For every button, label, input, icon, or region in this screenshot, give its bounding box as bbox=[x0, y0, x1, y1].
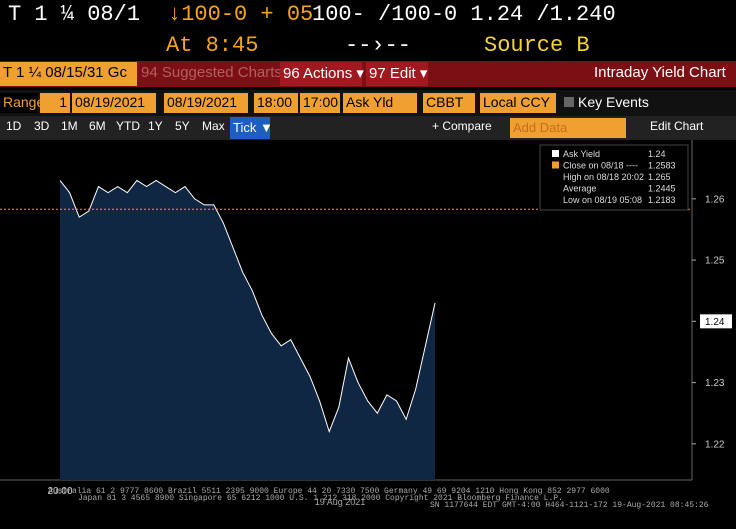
key-events[interactable]: Key Events bbox=[578, 94, 649, 110]
x-date-label: 19 Aug 2021 bbox=[315, 497, 366, 507]
source: Source B bbox=[484, 33, 590, 58]
legend-label: Low on 08/19 05:08 bbox=[563, 195, 642, 205]
period-button[interactable]: YTD bbox=[116, 119, 140, 133]
legend-swatch bbox=[552, 161, 559, 169]
legend-value: 1.2445 bbox=[648, 184, 676, 194]
end-time[interactable]: 17:00 bbox=[300, 93, 340, 113]
period-button[interactable]: 6M bbox=[89, 119, 106, 133]
source-field[interactable]: CBBT bbox=[423, 93, 475, 113]
area bbox=[60, 180, 435, 480]
arrow: --›-- bbox=[345, 33, 412, 58]
period-button[interactable]: 1M bbox=[61, 119, 78, 133]
line bbox=[59, 179, 436, 434]
start-time[interactable]: 18:00 bbox=[254, 93, 298, 113]
legend-label: High on 08/18 20:02 bbox=[563, 172, 644, 182]
legend-box bbox=[539, 144, 689, 211]
add-data-field[interactable]: Add Data bbox=[510, 118, 626, 138]
end-date[interactable]: 08/19/2021 bbox=[164, 93, 248, 113]
period-button[interactable]: Max bbox=[202, 119, 225, 133]
checkbox[interactable] bbox=[564, 97, 574, 107]
range-label: Range bbox=[0, 93, 44, 113]
quote: 100- /100-0 1.24 /1.240 bbox=[312, 2, 616, 27]
suggested-charts[interactable]: 94 Suggested Charts bbox=[141, 64, 282, 81]
y-tick-label: 1.25 bbox=[705, 256, 725, 267]
period-button[interactable]: 3D bbox=[34, 119, 50, 133]
footer-line: Australia 61 2 9777 8600 Brazil 5511 239… bbox=[48, 487, 610, 496]
period-field[interactable]: 1 bbox=[40, 93, 70, 113]
change: ↓100-0 + 05 bbox=[168, 2, 314, 27]
current-value-box bbox=[700, 314, 732, 329]
actions-button[interactable]: 96 Actions ▾ bbox=[280, 62, 364, 86]
start-date[interactable]: 08/19/2021 bbox=[72, 93, 156, 113]
ticker: T 1 ¼ 08/1 bbox=[8, 2, 141, 27]
period-button[interactable]: 1Y bbox=[148, 119, 163, 133]
legend-label: Average bbox=[563, 184, 596, 194]
tick-button[interactable]: Tick ▼ bbox=[230, 117, 273, 139]
legend-value: 1.2583 bbox=[648, 161, 676, 171]
time: At 8:45 bbox=[166, 33, 259, 58]
field-select[interactable]: Ask Yld bbox=[343, 93, 417, 113]
footer-line: SN 1177644 EDT GMT-4:00 H464-1121-172 19… bbox=[430, 501, 709, 510]
legend-label: Close on 08/18 ---- bbox=[563, 161, 638, 171]
legend-label: Ask Yield bbox=[563, 149, 600, 159]
edit-button[interactable]: 97 Edit ▾ bbox=[366, 62, 428, 86]
period-button[interactable]: 5Y bbox=[175, 119, 190, 133]
legend-value: 1.24 bbox=[648, 149, 666, 159]
legend-value: 1.265 bbox=[648, 172, 671, 182]
security-field[interactable]: T 1 ¼ 08/15/31 Gc bbox=[0, 62, 137, 86]
compare-button[interactable]: + Compare bbox=[432, 119, 492, 133]
edit-chart-button[interactable]: Edit Chart bbox=[650, 119, 704, 133]
footer-line: Japan 81 3 4565 8900 Singapore 65 6212 1… bbox=[78, 494, 563, 503]
period-button[interactable]: 1D bbox=[6, 119, 22, 133]
x-tick-label: 20:00 bbox=[47, 486, 72, 497]
y-tick-label: 1.26 bbox=[705, 194, 725, 205]
y-tick-label: 1.22 bbox=[705, 439, 725, 450]
currency-select[interactable]: Local CCY bbox=[480, 93, 556, 113]
window-title: Intraday Yield Chart bbox=[594, 64, 726, 81]
y-tick-label: 1.23 bbox=[705, 378, 725, 389]
legend-value: 1.2183 bbox=[648, 195, 676, 205]
legend-swatch bbox=[552, 150, 559, 157]
y-tick-label: 1.24 bbox=[705, 317, 725, 328]
